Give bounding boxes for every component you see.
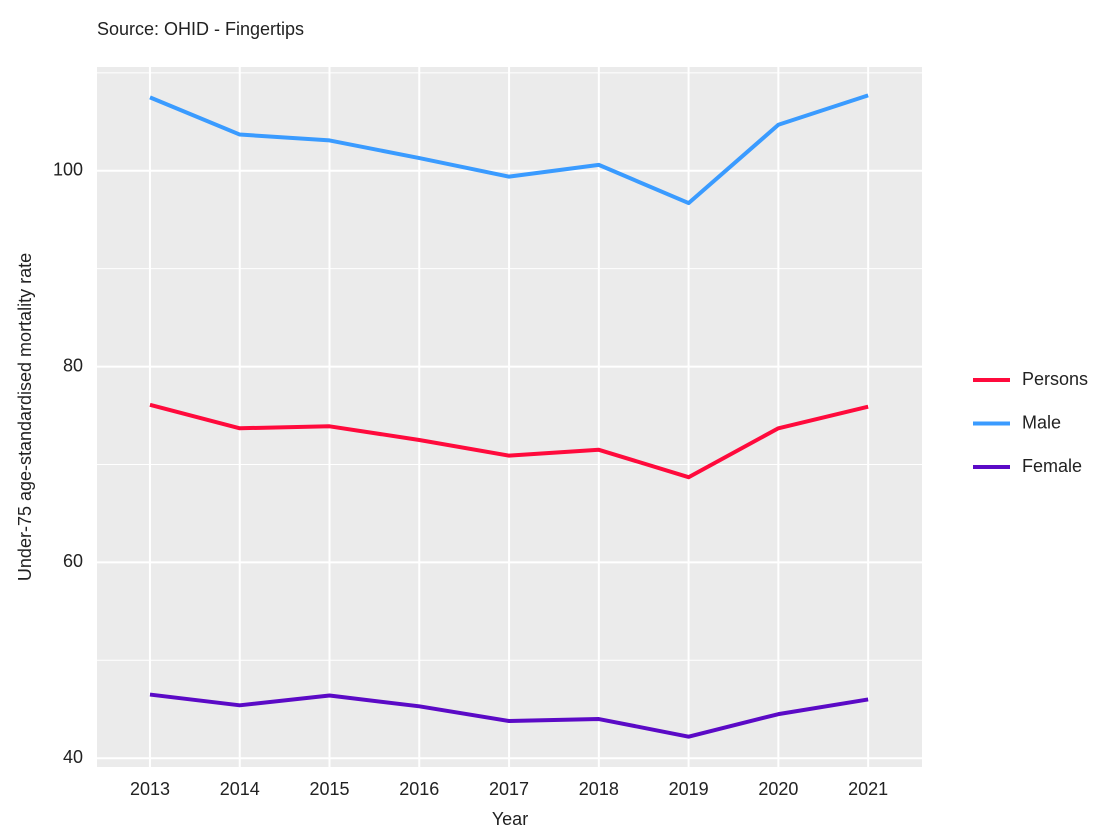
x-axis-label: Year: [492, 809, 528, 829]
x-tick-label: 2019: [669, 779, 709, 799]
y-tick-label: 40: [63, 747, 83, 767]
grid: [97, 67, 922, 767]
series-line: [149, 93, 869, 206]
series-line: [149, 692, 869, 739]
x-tick-label: 2018: [579, 779, 619, 799]
x-tick-label: 2021: [848, 779, 888, 799]
legend-label: Persons: [1022, 369, 1088, 389]
series-line: [149, 402, 869, 480]
legend-label: Male: [1022, 412, 1061, 432]
y-axis-label: Under-75 age-standardised mortality rate: [15, 253, 35, 581]
lines: [149, 93, 869, 739]
y-tick-label: 100: [53, 160, 83, 180]
y-tick-label: 60: [63, 551, 83, 571]
x-tick-label: 2017: [489, 779, 529, 799]
x-tick-label: 2014: [220, 779, 260, 799]
x-tick-label: 2016: [399, 779, 439, 799]
x-tick-label: 2020: [758, 779, 798, 799]
x-tick-label: 2013: [130, 779, 170, 799]
x-tick-label: 2015: [309, 779, 349, 799]
caption: Source: OHID - Fingertips: [97, 19, 304, 39]
legend-label: Female: [1022, 456, 1082, 476]
y-tick-label: 80: [63, 355, 83, 375]
